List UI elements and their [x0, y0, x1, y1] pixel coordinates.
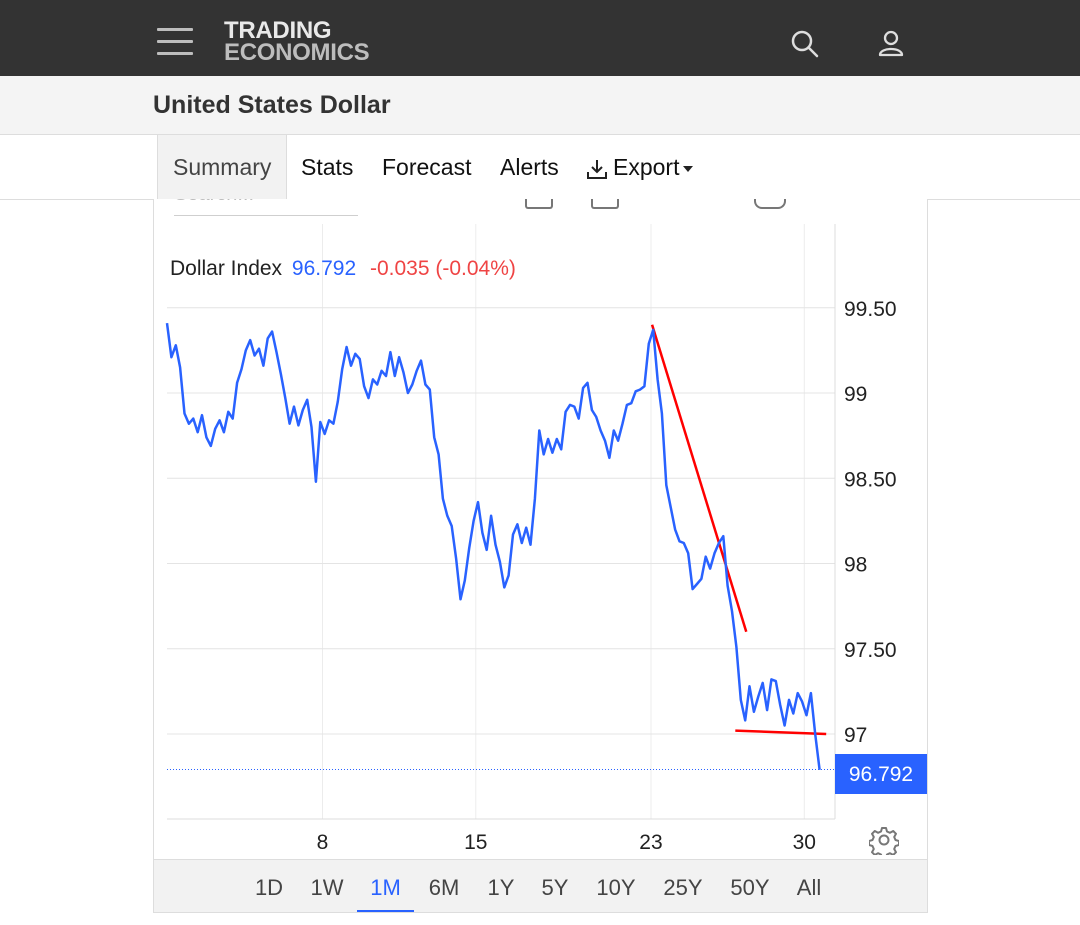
gear-icon[interactable]	[869, 825, 899, 855]
tab-export-label: Export	[613, 154, 680, 180]
range-all-button[interactable]: All	[796, 875, 822, 900]
trading-economics-logo[interactable]: TRADING ECONOMICS	[224, 17, 370, 66]
x-axis: 8 15 23 30	[317, 831, 816, 854]
range-1y-button[interactable]: 1Y	[487, 875, 515, 900]
y-tick-label: 98.50	[844, 468, 897, 491]
logo-line-2: ECONOMICS	[224, 39, 370, 66]
range-6m-button[interactable]: 6M	[428, 875, 460, 900]
title-bar: United States Dollar	[0, 76, 1080, 135]
x-tick-label: 30	[793, 831, 816, 854]
last-price-marker: 96.792	[835, 754, 927, 794]
last-price-label: 96.792	[849, 763, 913, 786]
price-series	[165, 322, 821, 770]
hamburger-menu-icon[interactable]	[157, 28, 193, 56]
tab-bar: Summary Stats Forecast Alerts Export	[0, 135, 1080, 200]
quote-legend: Dollar Index 96.792 -0.035 (-0.04%)	[170, 257, 516, 280]
toolbar-icon-stub[interactable]	[754, 199, 786, 209]
y-tick-label: 99	[844, 383, 867, 406]
range-1d-button[interactable]: 1D	[254, 875, 284, 900]
range-25y-button[interactable]: 25Y	[663, 875, 703, 900]
x-tick-label: 15	[464, 831, 487, 854]
toolbar-icon-stub[interactable]	[591, 199, 619, 209]
range-5y-button[interactable]: 5Y	[541, 875, 569, 900]
search-icon[interactable]	[790, 29, 820, 59]
y-tick-label: 97.50	[844, 639, 897, 662]
x-tick-label: 8	[317, 831, 329, 854]
trendline	[650, 324, 748, 633]
chart-search-input[interactable]: Search...	[174, 199, 358, 216]
x-tick-label: 23	[639, 831, 662, 854]
top-navigation-bar: TRADING ECONOMICS	[0, 0, 1080, 76]
y-tick-label: 99.50	[844, 298, 897, 321]
quote-price: 96.792	[292, 257, 356, 280]
page-title: United States Dollar	[153, 91, 391, 119]
tab-export[interactable]: Export	[585, 135, 694, 199]
y-tick-label: 97	[844, 724, 867, 747]
range-50y-button[interactable]: 50Y	[730, 875, 770, 900]
tab-summary[interactable]: Summary	[157, 135, 288, 199]
tab-alerts[interactable]: Alerts	[500, 154, 559, 180]
y-tick-label: 98	[844, 554, 867, 577]
quote-change: -0.035 (-0.04%)	[370, 257, 516, 280]
price-chart[interactable]: 97 97.50 98 98.50 99 99.50 8 15 23 30 Dollar Ind…	[154, 199, 927, 859]
y-axis: 97 97.50 98 98.50 99 99.50	[844, 298, 897, 747]
chart-card: Search... 97 97.50 98 98.50 99 99.50 8 15 23 30 …	[153, 199, 928, 913]
range-1w-button[interactable]: 1W	[310, 875, 344, 900]
range-10y-button[interactable]: 10Y	[596, 875, 636, 900]
quote-name: Dollar Index	[170, 257, 283, 280]
range-1m-button[interactable]: 1M	[357, 860, 414, 912]
range-selector: 1D 1W 1M 6M 1Y 5Y 10Y 25Y 50Y All	[154, 859, 927, 912]
logo-line-1: TRADING	[224, 17, 332, 44]
chart-grid	[167, 224, 836, 820]
chevron-down-icon	[683, 165, 694, 172]
last-price-badge	[835, 754, 927, 794]
series-line-dollar-index	[165, 322, 821, 770]
user-icon[interactable]	[876, 29, 906, 59]
download-icon	[587, 159, 607, 179]
trendline	[735, 729, 827, 736]
tab-forecast[interactable]: Forecast	[382, 154, 472, 180]
trendlines	[650, 324, 827, 736]
tab-stats[interactable]: Stats	[301, 154, 354, 180]
toolbar-icon-stub[interactable]	[525, 199, 553, 209]
